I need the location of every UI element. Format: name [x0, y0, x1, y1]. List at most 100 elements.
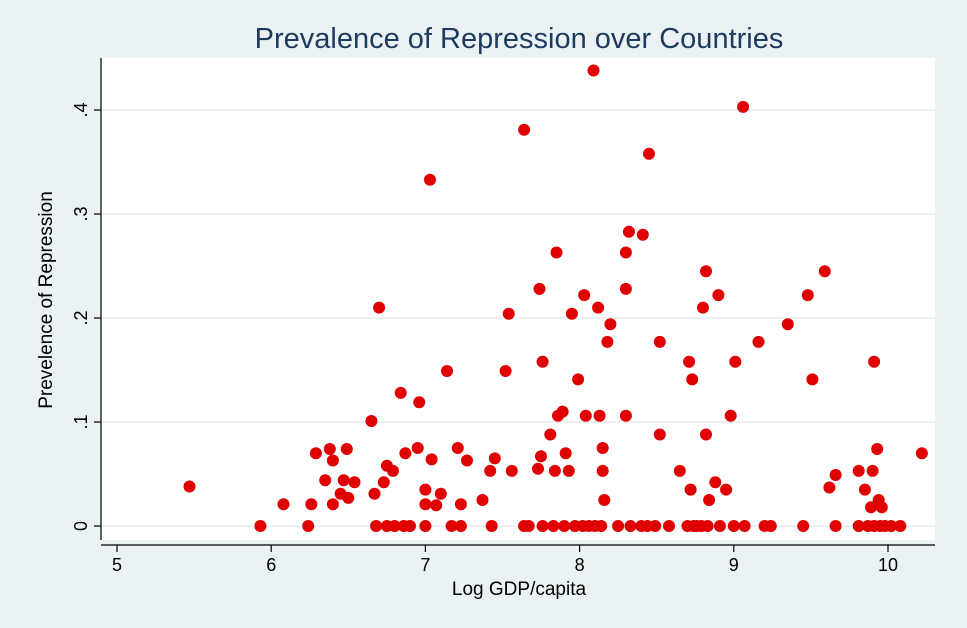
gridlines	[101, 109, 935, 527]
data-point	[829, 520, 842, 532]
data-point	[684, 483, 697, 496]
data-point	[424, 173, 436, 186]
data-point	[587, 64, 600, 77]
data-point	[619, 246, 632, 259]
data-point	[388, 520, 401, 532]
data-point	[326, 454, 339, 467]
data-point	[368, 487, 381, 500]
x-tick-label: 8	[575, 555, 585, 575]
data-point	[337, 474, 350, 487]
data-point	[737, 100, 750, 113]
data-point	[595, 520, 608, 532]
data-point	[373, 301, 386, 314]
data-point	[712, 289, 725, 302]
data-point	[305, 498, 318, 511]
data-point	[377, 476, 390, 489]
data-point	[411, 442, 424, 454]
data-point	[394, 386, 407, 399]
data-point	[865, 501, 877, 514]
data-point	[683, 355, 696, 368]
data-point	[871, 443, 884, 455]
x-tick-label: 7	[420, 555, 430, 575]
data-point	[593, 409, 606, 422]
y-tick-label: .4	[71, 102, 91, 117]
data-point	[806, 373, 819, 386]
data-point	[387, 464, 399, 477]
data-point	[277, 498, 290, 511]
data-point	[562, 464, 575, 477]
data-point	[894, 520, 907, 532]
data-point	[619, 282, 632, 295]
data-point	[709, 476, 722, 489]
data-point	[752, 335, 765, 348]
data-point	[302, 520, 315, 532]
x-tick-label: 10	[878, 555, 898, 575]
plot-area	[101, 58, 935, 540]
data-point	[738, 520, 751, 532]
x-tick-label: 5	[112, 555, 122, 575]
data-point	[548, 464, 561, 477]
data-point	[348, 476, 361, 489]
data-point	[518, 123, 531, 136]
axes	[94, 58, 935, 552]
data-point	[445, 520, 458, 532]
data-point	[781, 318, 794, 331]
data-point	[550, 246, 563, 259]
data-point	[454, 520, 467, 532]
data-point	[340, 443, 353, 455]
data-point	[365, 415, 378, 427]
data-point	[556, 405, 569, 418]
data-point	[451, 442, 464, 454]
data-point	[697, 301, 709, 314]
data-point	[404, 520, 416, 532]
x-axis-label: Log GDP/capita	[452, 579, 587, 600]
data-point	[604, 318, 617, 331]
data-point	[454, 498, 467, 511]
data-point	[254, 520, 267, 532]
data-point	[536, 355, 549, 368]
data-point	[729, 355, 742, 368]
data-point	[720, 483, 733, 496]
data-point	[532, 462, 544, 475]
data-point	[701, 520, 714, 532]
data-point	[535, 450, 547, 463]
data-point	[829, 469, 842, 481]
data-points	[183, 64, 928, 532]
data-point	[319, 474, 332, 487]
data-point	[764, 520, 777, 532]
data-point	[425, 453, 438, 466]
data-point	[183, 480, 196, 493]
y-tick-label: 0	[71, 521, 91, 531]
data-point	[419, 483, 432, 496]
data-point	[370, 520, 383, 532]
data-point	[533, 282, 546, 295]
data-point	[852, 464, 865, 477]
data-point	[342, 491, 355, 504]
data-point	[636, 228, 649, 241]
data-point	[419, 520, 432, 532]
data-point	[915, 447, 928, 460]
data-point	[484, 464, 497, 477]
data-point	[558, 520, 571, 532]
data-point	[649, 520, 662, 532]
data-point	[643, 147, 655, 160]
y-tick-label: .1	[71, 414, 91, 429]
data-point	[700, 428, 712, 441]
data-point	[612, 520, 625, 532]
data-point	[326, 498, 339, 511]
y-tick-label: .3	[71, 206, 91, 221]
data-point	[686, 373, 699, 386]
data-point	[622, 225, 635, 238]
tick-labels: 0 .1 .2 .3 .4 5 6 7 8 9 10	[71, 102, 898, 575]
data-point	[624, 520, 637, 532]
data-point	[866, 464, 879, 477]
data-point	[875, 501, 888, 514]
data-point	[441, 365, 453, 377]
data-point	[579, 409, 592, 422]
data-point	[461, 454, 473, 467]
data-point	[430, 499, 443, 512]
y-axis-label: Prevelence of Repression	[36, 191, 57, 409]
data-point	[578, 289, 591, 302]
data-point	[818, 265, 831, 278]
